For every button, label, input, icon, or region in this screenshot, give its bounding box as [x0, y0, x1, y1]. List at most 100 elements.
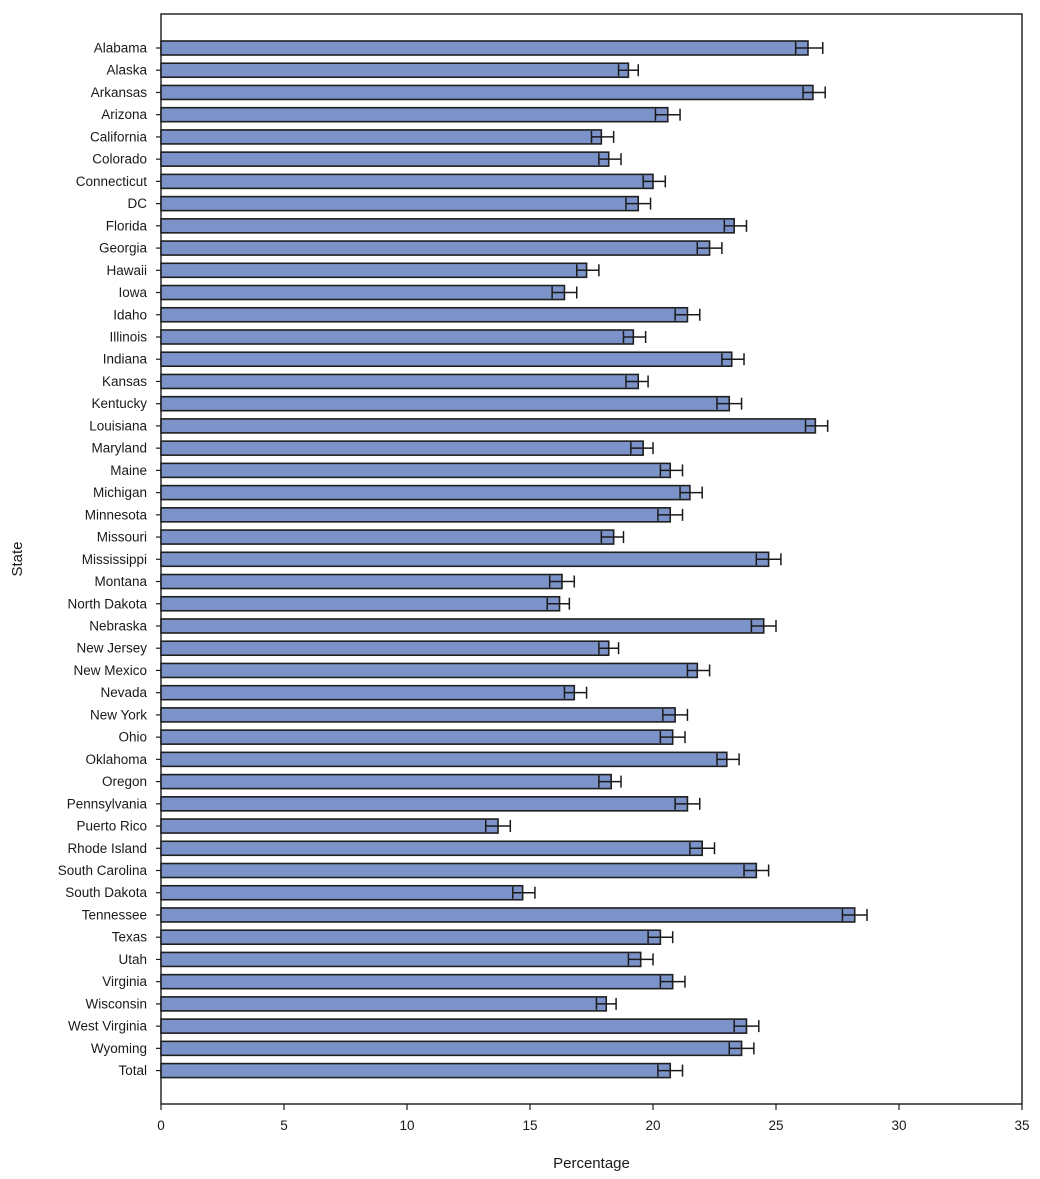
bar-illinois	[160, 329, 635, 345]
bar-maine	[160, 462, 672, 479]
bar-total	[160, 1062, 672, 1079]
bar-new-mexico	[160, 662, 699, 679]
bar-virginia	[160, 973, 674, 990]
bar-minnesota	[160, 507, 672, 523]
bar-nevada	[160, 684, 576, 701]
bar-ohio	[160, 729, 674, 745]
y-label-rhode-island: Rhode Island	[67, 841, 147, 856]
bar-florida	[160, 218, 735, 234]
bar-rhode-island	[160, 840, 704, 857]
x-tick-label-15: 15	[522, 1118, 537, 1133]
y-label-missouri: Missouri	[97, 530, 147, 545]
bar-south-dakota	[160, 884, 524, 901]
bar-indiana	[160, 351, 733, 368]
y-label-iowa: Iowa	[118, 285, 147, 300]
y-label-new-jersey: New Jersey	[76, 641, 147, 656]
y-label-connecticut: Connecticut	[76, 174, 148, 189]
bar-oklahoma	[160, 751, 728, 768]
bar-alaska	[160, 62, 630, 79]
x-tick-label-0: 0	[157, 1118, 165, 1133]
bar-california	[160, 129, 603, 145]
bar-new-jersey	[160, 640, 610, 657]
y-label-arizona: Arizona	[101, 107, 147, 122]
bar-utah	[160, 951, 642, 968]
y-label-hawaii: Hawaii	[106, 263, 147, 278]
x-tick-label-5: 5	[280, 1118, 288, 1133]
bar-idaho	[160, 306, 689, 323]
y-label-arkansas: Arkansas	[91, 85, 148, 100]
bar-missouri	[160, 529, 615, 545]
bar-arkansas	[160, 84, 814, 101]
y-label-virginia: Virginia	[102, 974, 147, 989]
bar-pennsylvania	[160, 796, 689, 812]
y-label-west-virginia: West Virginia	[68, 1019, 148, 1034]
y-label-colorado: Colorado	[92, 152, 147, 167]
bar-wyoming	[160, 1040, 743, 1057]
bar-colorado	[160, 151, 610, 167]
y-label-south-carolina: South Carolina	[58, 863, 148, 878]
bar-north-dakota	[160, 595, 561, 612]
y-label-south-dakota: South Dakota	[65, 885, 147, 900]
y-label-maryland: Maryland	[91, 441, 147, 456]
y-label-illinois: Illinois	[109, 329, 147, 344]
y-label-oklahoma: Oklahoma	[85, 752, 147, 767]
y-label-florida: Florida	[106, 218, 148, 233]
y-label-ohio: Ohio	[118, 730, 147, 745]
y-label-wyoming: Wyoming	[91, 1041, 147, 1056]
bar-hawaii	[160, 262, 588, 279]
bars-layer	[160, 40, 868, 1079]
y-label-california: California	[90, 129, 148, 144]
y-label-michigan: Michigan	[93, 485, 147, 500]
y-label-alaska: Alaska	[106, 63, 147, 78]
y-label-tennessee: Tennessee	[82, 907, 147, 922]
bar-michigan	[160, 484, 691, 501]
bar-arizona	[160, 106, 669, 123]
bar-puerto-rico	[160, 818, 499, 834]
bar-montana	[160, 573, 563, 590]
y-label-pennsylvania: Pennsylvania	[67, 796, 148, 811]
x-axis-title: Percentage	[553, 1155, 630, 1172]
y-label-nevada: Nevada	[100, 685, 147, 700]
bar-alabama	[160, 40, 809, 56]
bar-georgia	[160, 240, 711, 256]
bar-oregon	[160, 773, 612, 790]
y-label-mississippi: Mississippi	[82, 552, 147, 567]
bar-west-virginia	[160, 1018, 748, 1034]
y-label-indiana: Indiana	[103, 352, 148, 367]
x-tick-label-20: 20	[645, 1118, 660, 1133]
y-label-new-mexico: New Mexico	[73, 663, 147, 678]
bar-connecticut	[160, 173, 654, 190]
bar-maryland	[160, 440, 644, 456]
y-tick-labels: Alabama Alaska Arkansas Arizona California Co…	[58, 41, 161, 1078]
bar-louisiana	[160, 418, 817, 434]
bar-texas	[160, 929, 662, 946]
y-label-louisiana: Louisiana	[89, 418, 147, 433]
y-label-oregon: Oregon	[102, 774, 147, 789]
bar-kansas	[160, 373, 640, 390]
y-label-puerto-rico: Puerto Rico	[76, 819, 147, 834]
y-label-idaho: Idaho	[113, 307, 147, 322]
bar-south-carolina	[160, 862, 758, 879]
x-tick-label-10: 10	[399, 1118, 414, 1133]
bar-mississippi	[160, 551, 770, 568]
bar-nebraska	[160, 618, 765, 634]
y-axis-title: State	[9, 541, 26, 576]
bar-dc	[160, 195, 640, 212]
y-label-texas: Texas	[112, 930, 148, 945]
bar-kentucky	[160, 395, 731, 412]
y-label-kansas: Kansas	[102, 374, 147, 389]
y-label-montana: Montana	[94, 574, 147, 589]
y-label-new-york: New York	[90, 707, 147, 722]
y-label-dc: DC	[128, 196, 148, 211]
y-label-maine: Maine	[110, 463, 147, 478]
bar-new-york	[160, 707, 676, 723]
x-tick-label-35: 35	[1014, 1118, 1029, 1133]
y-label-minnesota: Minnesota	[85, 507, 148, 522]
bar-tennessee	[160, 907, 856, 923]
y-label-kentucky: Kentucky	[91, 396, 147, 411]
y-label-alabama: Alabama	[94, 41, 148, 56]
bar-wisconsin	[160, 996, 608, 1012]
bar-iowa	[160, 284, 566, 301]
x-tick-label-25: 25	[768, 1118, 783, 1133]
